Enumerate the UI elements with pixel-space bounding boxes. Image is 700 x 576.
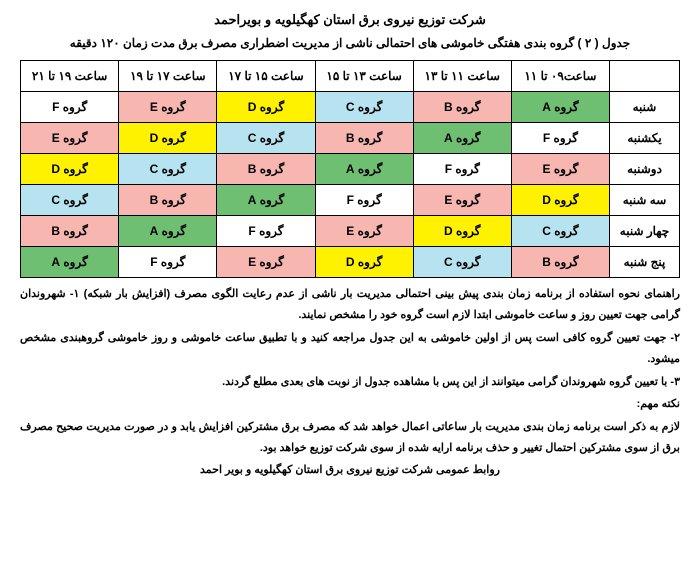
group-cell: گروه D <box>119 123 217 154</box>
group-cell: گروه D <box>315 247 413 278</box>
group-cell: گروه D <box>217 92 315 123</box>
group-cell: گروه D <box>511 185 609 216</box>
group-cell: گروه E <box>315 216 413 247</box>
group-cell: گروه D <box>21 154 119 185</box>
group-cell: گروه B <box>413 92 511 123</box>
group-cell: گروه F <box>21 92 119 123</box>
header-time-6: ساعت ۱۹ تا ۲۱ <box>21 61 119 92</box>
group-cell: گروه C <box>511 216 609 247</box>
schedule-table: ساعت۰۹ تا ۱۱ ساعت ۱۱ تا ۱۳ ساعت ۱۳ تا ۱۵… <box>20 60 680 278</box>
group-cell: گروه E <box>21 123 119 154</box>
group-cell: گروه F <box>315 185 413 216</box>
header-time-3: ساعت ۱۳ تا ۱۵ <box>315 61 413 92</box>
group-cell: گروه C <box>119 154 217 185</box>
group-cell: گروه C <box>21 185 119 216</box>
header-time-1: ساعت۰۹ تا ۱۱ <box>511 61 609 92</box>
note-5: لازم به ذکر است برنامه زمان بندی مدیریت … <box>20 417 680 459</box>
group-cell: گروه B <box>511 247 609 278</box>
group-cell: گروه A <box>217 185 315 216</box>
day-cell: پنج شنبه <box>610 247 680 278</box>
header-time-4: ساعت ۱۵ تا ۱۷ <box>217 61 315 92</box>
group-cell: گروه E <box>119 92 217 123</box>
group-cell: گروه E <box>217 247 315 278</box>
day-cell: شنبه <box>610 92 680 123</box>
group-cell: گروه A <box>511 92 609 123</box>
company-title: شرکت توزیع نیروی برق استان کهگیلویه و بو… <box>20 12 680 28</box>
day-cell: دوشنبه <box>610 154 680 185</box>
group-cell: گروه A <box>413 123 511 154</box>
group-cell: گروه A <box>315 154 413 185</box>
group-cell: گروه B <box>119 185 217 216</box>
table-row: پنج شنبهگروه Bگروه Cگروه Dگروه Eگروه Fگر… <box>21 247 680 278</box>
group-cell: گروه D <box>413 216 511 247</box>
group-cell: گروه E <box>511 154 609 185</box>
header-row: ساعت۰۹ تا ۱۱ ساعت ۱۱ تا ۱۳ ساعت ۱۳ تا ۱۵… <box>21 61 680 92</box>
note-2: ۲- جهت تعیین گروه کافی است پس از اولین خ… <box>20 328 680 370</box>
notes-section: راهنمای نحوه استفاده از برنامه زمان بندی… <box>20 284 680 459</box>
group-cell: گروه B <box>21 216 119 247</box>
group-cell: گروه E <box>413 185 511 216</box>
group-cell: گروه A <box>119 216 217 247</box>
table-row: سه شنبهگروه Dگروه Eگروه Fگروه Aگروه Bگرو… <box>21 185 680 216</box>
header-day <box>610 61 680 92</box>
group-cell: گروه B <box>217 154 315 185</box>
group-cell: گروه F <box>413 154 511 185</box>
note-1: راهنمای نحوه استفاده از برنامه زمان بندی… <box>20 284 680 326</box>
day-cell: سه شنبه <box>610 185 680 216</box>
group-cell: گروه F <box>119 247 217 278</box>
header-time-5: ساعت ۱۷ تا ۱۹ <box>119 61 217 92</box>
day-cell: چهار شنبه <box>610 216 680 247</box>
group-cell: گروه B <box>315 123 413 154</box>
table-row: دوشنبهگروه Eگروه Fگروه Aگروه Bگروه Cگروه… <box>21 154 680 185</box>
header-time-2: ساعت ۱۱ تا ۱۳ <box>413 61 511 92</box>
day-cell: یکشنبه <box>610 123 680 154</box>
table-subtitle: جدول ( ۲ ) گروه بندی هفتگی خاموشی های اح… <box>20 36 680 50</box>
group-cell: گروه F <box>511 123 609 154</box>
group-cell: گروه F <box>217 216 315 247</box>
table-row: چهار شنبهگروه Cگروه Dگروه Eگروه Fگروه Aگ… <box>21 216 680 247</box>
group-cell: گروه C <box>217 123 315 154</box>
footer-text: روابط عمومی شرکت توزیع نیروی برق استان ک… <box>20 463 680 476</box>
group-cell: گروه C <box>413 247 511 278</box>
group-cell: گروه A <box>21 247 119 278</box>
table-row: شنبهگروه Aگروه Bگروه Cگروه Dگروه Eگروه F <box>21 92 680 123</box>
table-row: یکشنبهگروه Fگروه Aگروه Bگروه Cگروه Dگروه… <box>21 123 680 154</box>
note-3: ۳- با تعیین گروه شهروندان گرامی میتوانند… <box>20 372 680 393</box>
group-cell: گروه C <box>315 92 413 123</box>
note-4: نکته مهم: <box>20 394 680 415</box>
